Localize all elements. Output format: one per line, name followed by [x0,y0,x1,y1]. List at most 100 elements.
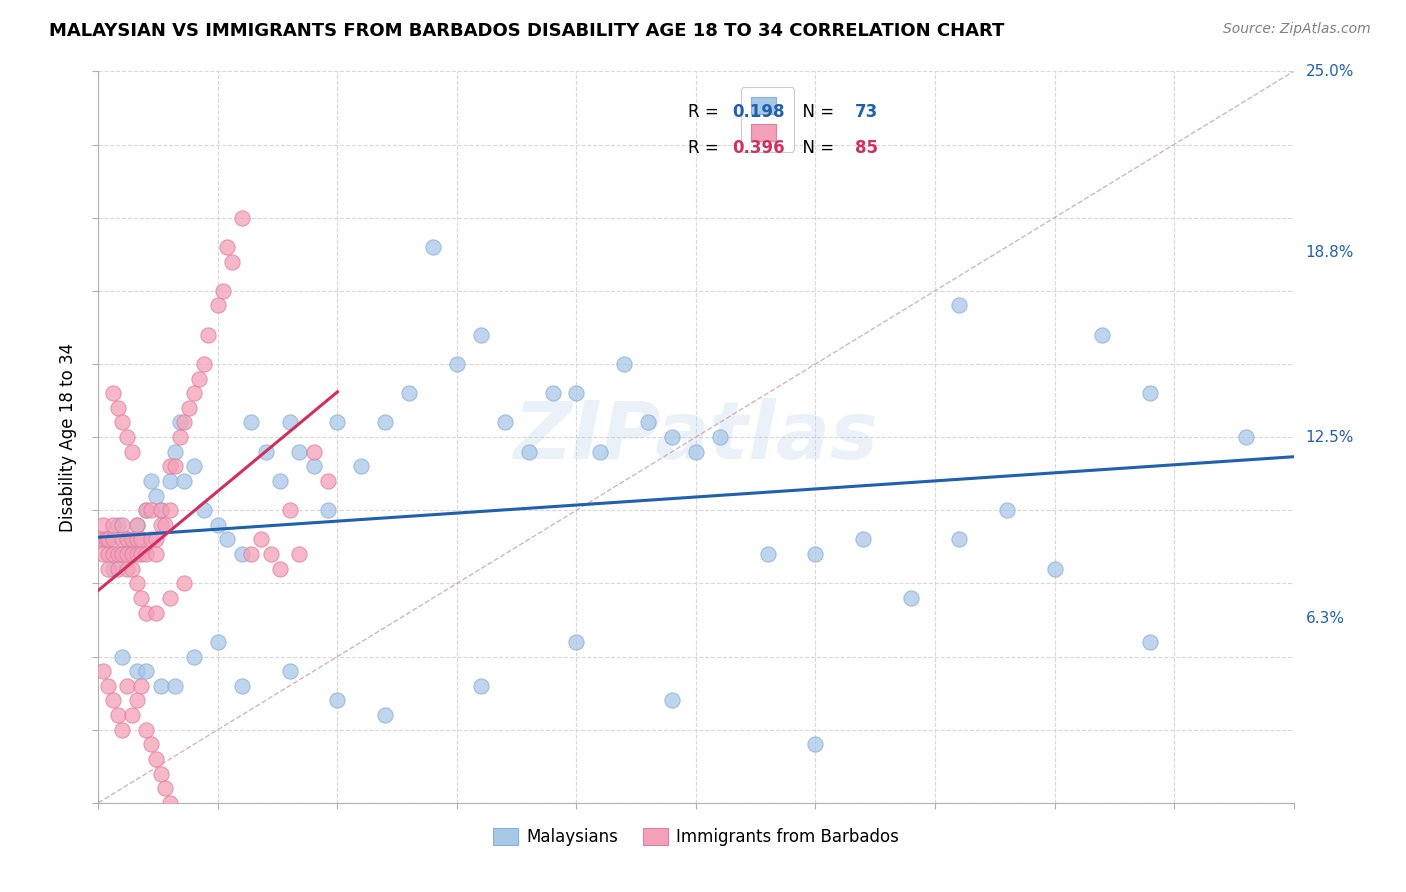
Point [107,517,129,532]
Point [101,386,124,401]
Point [470,679,492,693]
Point [231,547,253,561]
Point [217,240,239,254]
Point [135,664,157,678]
Point [139,533,162,547]
Point [115,533,138,547]
Point [115,533,138,547]
Point [804,737,827,751]
Point [637,416,659,430]
Point [97,562,120,576]
Point [131,547,153,561]
Point [193,503,215,517]
Point [115,562,138,576]
Point [107,562,129,576]
Text: ZIPatlas: ZIPatlas [513,398,879,476]
Point [278,503,301,517]
Point [173,474,195,488]
Point [183,386,205,401]
Point [316,503,339,517]
Text: 12.5%: 12.5% [1306,430,1354,444]
Point [111,723,134,737]
Point [179,401,201,415]
Point [197,327,219,342]
Point [240,547,263,561]
Point [145,547,167,561]
Point [111,517,134,532]
Point [91,517,114,532]
Point [111,649,134,664]
Point [145,606,167,620]
Point [91,533,114,547]
Point [613,357,636,371]
Point [756,547,779,561]
Text: 0.396: 0.396 [733,139,785,157]
Point [91,547,114,561]
Text: R =: R = [688,139,724,157]
Point [125,533,148,547]
Text: R =: R = [688,103,724,120]
Point [111,547,134,561]
Point [240,416,263,430]
Point [948,298,970,312]
Point [193,357,215,371]
Point [145,489,167,503]
Text: 0.198: 0.198 [733,103,785,120]
Text: 25.0%: 25.0% [1306,64,1354,78]
Point [250,533,273,547]
Point [565,386,588,401]
Text: 85: 85 [855,139,877,157]
Point [207,298,229,312]
Point [97,547,120,561]
Point [139,503,162,517]
Point [125,547,148,561]
Point [494,416,516,430]
Point [159,796,181,810]
Point [278,664,301,678]
Point [91,664,114,678]
Point [159,503,181,517]
Point [995,503,1018,517]
Point [661,693,683,707]
Point [121,547,143,561]
Point [135,723,157,737]
Point [316,474,339,488]
Point [101,693,124,707]
Point [90,533,112,547]
Point [900,591,922,605]
Point [111,416,134,430]
Point [1043,562,1066,576]
Text: 6.3%: 6.3% [1306,611,1344,626]
Point [149,766,172,780]
Point [169,416,191,430]
Point [145,533,167,547]
Point [135,503,157,517]
Point [159,459,181,474]
Point [125,576,148,591]
Point [149,503,172,517]
Point [125,517,148,532]
Point [131,533,153,547]
Point [131,533,153,547]
Point [302,444,325,458]
Point [326,416,349,430]
Text: N =: N = [792,103,839,120]
Point [804,547,827,561]
Point [221,254,243,268]
Point [374,708,396,723]
Point [101,547,124,561]
Point [541,386,564,401]
Point [211,284,233,298]
Point [121,547,143,561]
Point [288,547,311,561]
Point [852,533,875,547]
Point [121,562,143,576]
Point [948,533,970,547]
Point [159,474,181,488]
Point [97,679,120,693]
Point [107,547,129,561]
Point [131,679,153,693]
Point [269,562,291,576]
Point [111,547,134,561]
Point [149,517,172,532]
